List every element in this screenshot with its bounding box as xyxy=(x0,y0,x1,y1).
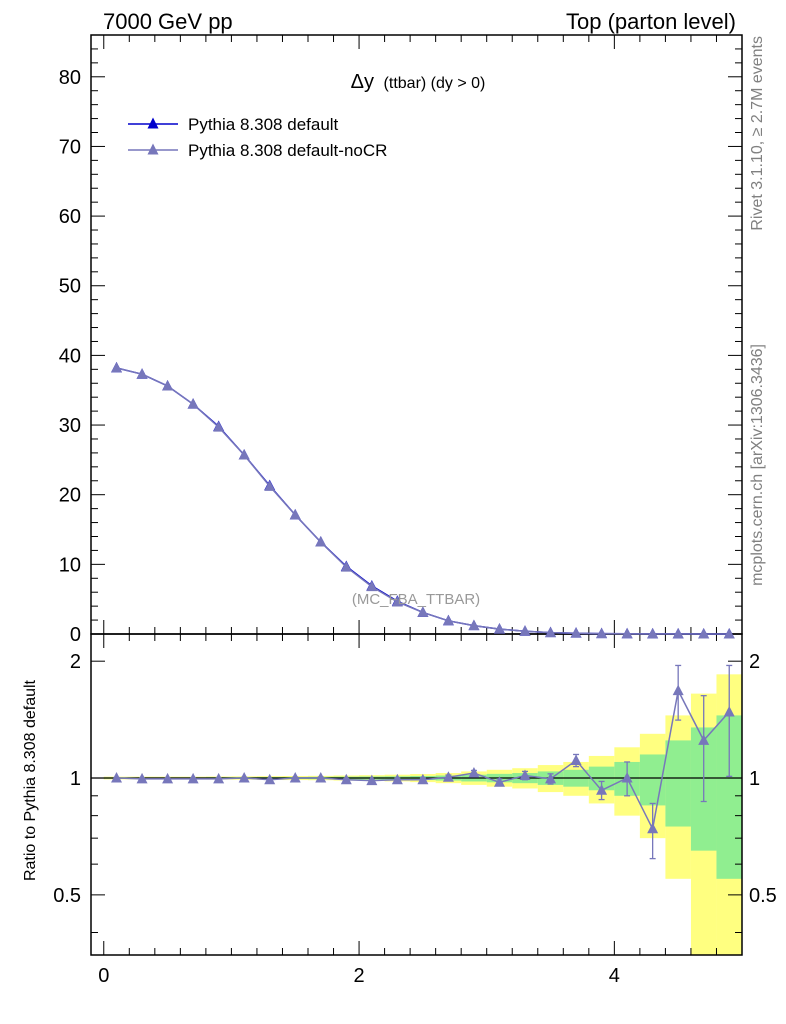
ratio-xtick-label: 0 xyxy=(98,965,109,987)
band-stat xyxy=(665,740,691,827)
ratio-marker-0 xyxy=(289,772,301,783)
main-ytick-label: 70 xyxy=(59,136,81,158)
main-marker-1 xyxy=(493,623,505,634)
ratio-marker-0 xyxy=(238,772,250,783)
ratio-marker-0 xyxy=(442,771,454,782)
main-ytick-label: 20 xyxy=(59,485,81,507)
ratio-marker-0 xyxy=(111,772,123,783)
main-marker-1 xyxy=(545,626,557,638)
plot-title-sub: (ttbar) (dy > 0) xyxy=(384,75,486,92)
main-marker-1 xyxy=(698,627,710,639)
ratio-marker-0 xyxy=(417,773,429,785)
ratio-ytick-label: 0.5 xyxy=(53,885,81,907)
ratio-marker-0 xyxy=(136,772,148,784)
analysis-watermark: (MC_FBA_TTBAR) xyxy=(352,591,480,608)
main-marker-1 xyxy=(417,606,429,617)
plot-title: Δy (ttbar) (dy > 0) xyxy=(351,71,486,93)
ratio-ylabel: Ratio to Pythia 8.308 default xyxy=(22,679,39,881)
ratio-xtick-label: 2 xyxy=(353,965,364,987)
main-marker-1 xyxy=(264,480,276,491)
labels: 7000 GeV pp Top (parton level) Δy (ttbar… xyxy=(22,9,766,881)
ratio-marker-0 xyxy=(162,772,174,784)
main-marker-1 xyxy=(570,627,582,638)
ratio-marker-0 xyxy=(391,773,403,785)
legend: Pythia 8.308 default Pythia 8.308 defaul… xyxy=(128,115,387,160)
ratio-marker-0 xyxy=(493,776,505,787)
ratio-marker-0 xyxy=(366,774,378,786)
main-marker-1 xyxy=(213,421,225,432)
mcplots-label: mcplots.cern.ch [arXiv:1306.3436] xyxy=(749,344,766,586)
ratio-marker-0 xyxy=(468,767,480,778)
main-marker-1 xyxy=(621,627,633,639)
main-marker-1 xyxy=(468,619,480,631)
ratio-marker-0 xyxy=(187,772,199,784)
ratio-marker-0 xyxy=(545,772,557,784)
header-left: 7000 GeV pp xyxy=(103,9,233,34)
ratio-ytick-label-right: 1 xyxy=(749,768,760,790)
ratio-marker-0 xyxy=(698,734,710,745)
main-ytick-label: 30 xyxy=(59,415,81,437)
ratio-marker-0 xyxy=(264,773,276,785)
main-ytick-label: 40 xyxy=(59,345,81,367)
ratio-marker-0 xyxy=(519,769,531,781)
main-marker-1 xyxy=(366,580,378,592)
main-ytick-label: 80 xyxy=(59,67,81,89)
legend-marker-default xyxy=(147,117,159,129)
main-marker-1 xyxy=(596,627,608,639)
main-marker-1 xyxy=(391,595,403,607)
main-marker-1 xyxy=(672,627,684,639)
main-marker-1 xyxy=(647,627,659,639)
main-marker-1 xyxy=(340,561,352,572)
main-marker-1 xyxy=(723,627,735,639)
ratio-ytick-label: 2 xyxy=(70,651,81,673)
main-marker-1 xyxy=(315,536,327,547)
ratio-marker-0 xyxy=(340,773,352,785)
main-marker-1 xyxy=(136,368,148,379)
legend-label-nocr: Pythia 8.308 default-noCR xyxy=(188,141,387,160)
ratio-marker-0 xyxy=(672,684,684,696)
main-marker-1 xyxy=(442,614,454,626)
main-marker-1 xyxy=(162,380,174,391)
ratio-marker-0 xyxy=(647,822,659,834)
main-marker-1 xyxy=(519,625,531,636)
main-ytick-label: 0 xyxy=(70,624,81,646)
ratio-frame xyxy=(90,633,743,956)
legend-marker-nocr xyxy=(147,143,159,155)
main-ytick-label: 60 xyxy=(59,206,81,228)
ratio-marker-0 xyxy=(213,772,225,784)
ratio-marker-0 xyxy=(723,705,735,717)
main-marker-1 xyxy=(238,448,250,460)
main-ytick-label: 10 xyxy=(59,554,81,576)
ratio-marker-0 xyxy=(315,772,327,783)
plot-title-main: Δy xyxy=(351,71,374,93)
main-marker-1 xyxy=(187,398,199,409)
ratio-ytick-label-right: 0.5 xyxy=(749,885,777,907)
main-ytick-label: 50 xyxy=(59,276,81,298)
ratio-ytick-label-right: 2 xyxy=(749,651,760,673)
main-marker-1 xyxy=(289,508,301,520)
ratio-marker-0 xyxy=(570,754,582,765)
legend-label-default: Pythia 8.308 default xyxy=(188,115,339,134)
main-marker-1 xyxy=(111,361,123,373)
ratio-xtick-label: 4 xyxy=(609,965,620,987)
curves xyxy=(111,361,735,860)
rivet-label: Rivet 3.1.10, ≥ 2.7M events xyxy=(749,36,766,231)
ratio-marker-0 xyxy=(596,784,608,795)
ratio-marker-0 xyxy=(621,772,633,783)
ratio-ytick-label: 1 xyxy=(70,768,81,790)
header-right: Top (parton level) xyxy=(566,9,736,34)
